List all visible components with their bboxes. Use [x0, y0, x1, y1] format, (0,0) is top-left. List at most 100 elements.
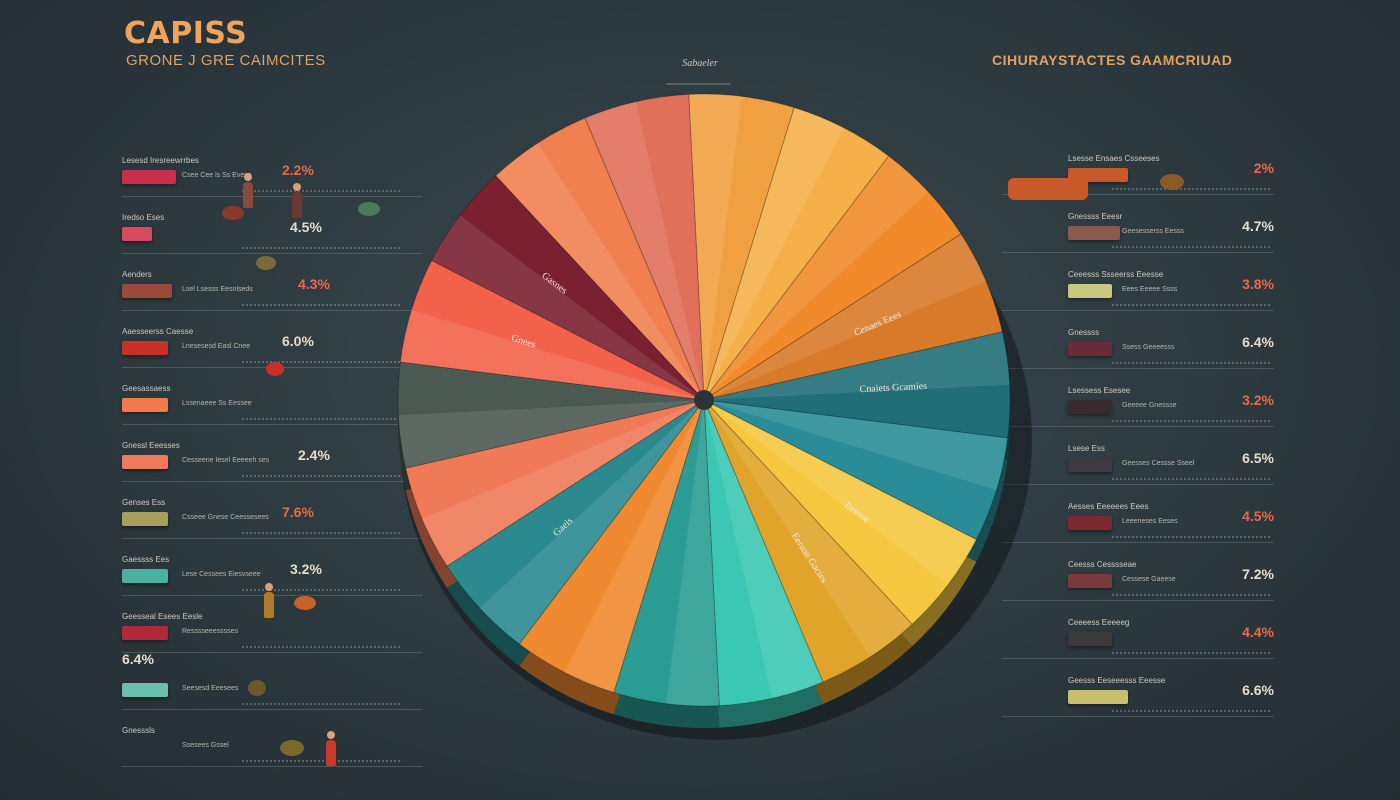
legend-caption: Gnessss Eeesr: [1068, 212, 1123, 221]
legend-caption: Geesss Eeseeesss Eeesse: [1068, 676, 1166, 685]
legend-rule: [122, 424, 422, 425]
legend-rule: [1002, 484, 1274, 485]
legend-swatch: [122, 683, 168, 697]
legend-dots: [1112, 594, 1272, 596]
figure-person: [326, 731, 336, 766]
pie-slice: Cnaiets Gcamies: [703, 331, 1011, 439]
pie-slice: Eerane Gacies: [703, 399, 913, 683]
legend-dots: [1112, 710, 1272, 712]
legend-note: Lese Cessees Eiesvseee: [182, 571, 261, 578]
legend-rule: [1002, 252, 1274, 253]
legend-caption: Ceeesss Ssseerss Eeesse: [1068, 270, 1164, 279]
figure-person: [264, 583, 274, 618]
legend-dots: [1112, 652, 1272, 654]
left-legend-row: Lesesd Iresreewrrbes Csee Cee ls Ss Evess…: [122, 156, 482, 204]
figure-object: [294, 596, 316, 610]
legend-caption: Geesseal Esees Eesle: [122, 612, 203, 621]
legend-dots: [242, 703, 402, 705]
legend-percent: 3.8%: [1242, 276, 1274, 292]
legend-caption: Ceeeess Eeeeeg: [1068, 618, 1130, 627]
legend-note: Leeeneses Eeses: [1122, 518, 1178, 525]
legend-rule: [1002, 600, 1274, 601]
legend-rule: [122, 652, 422, 653]
legend-note: Lnesesesd Easl Cnee: [182, 343, 251, 350]
legend-note: Lssenaeee Ss Eessee: [182, 400, 252, 407]
legend-caption: Lsesse Ensaes Csseeses: [1068, 154, 1160, 163]
pie-slice: [703, 399, 824, 707]
right-legend-row: Ceesss Cesssseae Cessese Gaeese 7.2%: [1002, 560, 1274, 608]
legend-swatch: [122, 284, 172, 298]
figure-object: [248, 680, 266, 696]
legend-dots: [1112, 362, 1272, 364]
legend-note: Geeeee Gnessse: [1122, 402, 1177, 409]
legend-swatch: [1068, 342, 1112, 356]
legend-dots: [242, 247, 402, 249]
legend-swatch: [1068, 632, 1112, 646]
pie-slice: [703, 155, 962, 401]
legend-dots: [242, 760, 402, 762]
legend-dots: [242, 361, 402, 363]
figure-person: [243, 173, 253, 208]
legend-dots: [1112, 420, 1272, 422]
pie-slice: Gasnes: [431, 175, 705, 401]
right-legend-row: Gnessss Ssess Geeeesss 6.4%: [1002, 328, 1274, 376]
legend-rule: [122, 196, 422, 197]
legend-rule: [1002, 368, 1274, 369]
legend-dots: [1112, 536, 1272, 538]
legend-note: Geesses Cessse Sseel: [1122, 460, 1195, 467]
legend-percent: 6.4%: [1242, 334, 1274, 350]
figure-object: [256, 256, 276, 270]
right-title: CIHURAYSTACTES GAAMCRIUAD: [992, 52, 1233, 68]
legend-rule: [1002, 658, 1274, 659]
legend-caption: Gaessss Ees: [122, 555, 170, 564]
legend-swatch: [122, 341, 168, 355]
legend-rule: [1002, 194, 1274, 195]
legend-note: Csee Cee ls Ss Evess: [182, 172, 252, 179]
legend-percent: 6.0%: [282, 333, 314, 349]
legend-note: Eees Eeeee Ssss: [1122, 286, 1178, 293]
legend-swatch: [1068, 284, 1112, 298]
right-legend-row: Ceeesss Ssseerss Eeesse Eees Eeeee Ssss 3.…: [1002, 270, 1274, 318]
figure-object: [222, 206, 244, 220]
figure-person: [292, 183, 302, 218]
figure-object: [1008, 178, 1088, 200]
legend-percent: 4.4%: [1242, 624, 1274, 640]
legend-dots: [242, 304, 402, 306]
right-legend-row: Lsese Ess Geesses Cessse Sseel 6.5%: [1002, 444, 1274, 492]
legend-caption: Gnessl Eeesses: [122, 441, 180, 450]
legend-dots: [1112, 478, 1272, 480]
left-legend-row: Geesseal Esees Eesle Resssseeesssses: [122, 612, 482, 660]
right-legend-row: Aesses Eeeeees Eees Leeeneses Eeses 4.5%: [1002, 502, 1274, 550]
pie-slice: [688, 93, 795, 401]
legend-note: Cessese Gaeese: [1122, 576, 1176, 583]
left-legend-row: Iredso Eses 4.5%: [122, 213, 482, 261]
legend-rule: [1002, 310, 1274, 311]
legend-percent: 4.7%: [1242, 218, 1274, 234]
legend-percent: 2%: [1253, 160, 1274, 176]
legend-caption: Gnessss: [1068, 328, 1100, 337]
left-legend-row: Aenders Lsel Lsesss Eesnlseds 4.3%: [122, 270, 482, 318]
legend-caption: Aenders: [122, 270, 152, 279]
legend-swatch: [122, 398, 168, 412]
legend-note: Ssess Geeeesss: [1122, 344, 1175, 351]
legend-caption: Ceesss Cesssseae: [1068, 560, 1137, 569]
right-legend-row: Gnessss Eeesr Geesesserss Eesss 4.7%: [1002, 212, 1274, 260]
figure-object: [1160, 174, 1184, 190]
legend-swatch: [1068, 226, 1120, 240]
legend-percent: 6.4%: [122, 651, 154, 667]
left-legend-row: Seesesd Eeesees 6.4%: [122, 651, 482, 717]
legend-rule: [1002, 716, 1274, 717]
legend-percent: 3.2%: [1242, 392, 1274, 408]
legend-percent: 7.6%: [282, 504, 314, 520]
pie-slice: [405, 399, 705, 567]
left-legend-row: Genses Ess Csseee Gnese Ceessesees 7.6%: [122, 498, 482, 546]
legend-note: Geesesserss Eesss: [1122, 228, 1184, 235]
legend-note: Cesseene Iesel Eeeeeh ses: [182, 457, 270, 464]
legend-dots: [242, 589, 402, 591]
left-legend-row: Gnesssls Ssesees Gssel: [122, 726, 482, 774]
legend-percent: 4.3%: [298, 276, 330, 292]
right-legend-row: Ceeeess Eeeeeg 4.4%: [1002, 618, 1274, 666]
legend-rule: [122, 481, 422, 482]
legend-note: Resssseeesssses: [182, 628, 239, 635]
legend-rule: [122, 709, 422, 710]
